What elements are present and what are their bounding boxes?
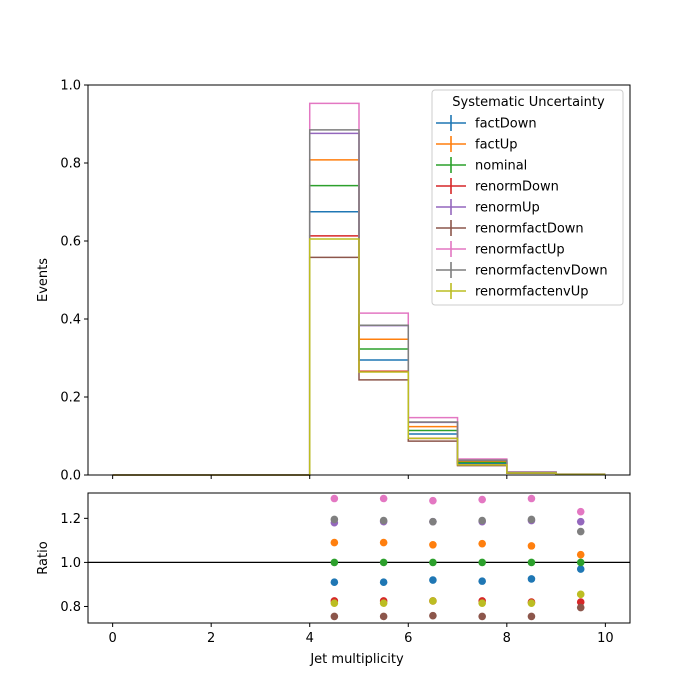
ratio-point-renormfactenvDown (379, 516, 388, 525)
ratio-point-factUp (527, 542, 536, 550)
ratio-point-renormfactenvUp (527, 599, 536, 607)
ratio-point-renormfactenvUp (379, 599, 388, 607)
top-y-tick-label: 1.0 (60, 79, 81, 94)
ratio-point-renormDown (576, 598, 585, 606)
ratio-point-renormfactUp (576, 507, 585, 516)
ratio-point-renormfactUp (429, 496, 437, 505)
ratio-panel-frame (87, 492, 631, 624)
ratio-point-renormUp (576, 517, 585, 526)
legend-entry-renormfactenvDown: renormfactenvDown (475, 264, 608, 279)
ratio-point-nominal (330, 558, 339, 567)
ratio-point-renormfactenvDown (478, 516, 486, 525)
legend-title: Systematic Uncertainty (452, 95, 605, 110)
ratio-y-tick-label: 1.0 (60, 556, 81, 571)
ratio-point-factUp (330, 538, 339, 547)
ratio-y-tick-label: 1.2 (60, 512, 81, 527)
legend-entry-renormUp: renormUp (475, 201, 540, 216)
ratio-point-nominal (576, 558, 585, 567)
ratio-point-factUp (429, 540, 437, 549)
ratio-point-nominal (379, 558, 388, 567)
x-tick-label: 2 (207, 631, 215, 646)
ratio-point-renormfactenvDown (330, 515, 339, 524)
ratio-point-factUp (478, 539, 486, 548)
ratio-y-tick-label: 0.8 (60, 600, 81, 615)
legend-box (431, 89, 624, 306)
ratio-point-renormfactDown (429, 611, 437, 620)
ratio-point-factUp (379, 538, 388, 547)
ratio-point-renormfactenvDown (429, 517, 437, 526)
ratio-point-renormfactDown (527, 612, 536, 621)
legend-entry-factDown: factDown (475, 117, 537, 132)
ratio-point-factDown (429, 576, 437, 584)
ratio-point-nominal (527, 558, 536, 567)
top-y-tick-label: 0.2 (60, 391, 81, 406)
x-tick-label: 6 (404, 631, 412, 646)
legend-entry-factUp: factUp (475, 138, 518, 153)
ratio-point-renormfactenvUp (576, 590, 585, 599)
legend-entry-nominal: nominal (475, 159, 527, 174)
ratio-point-renormfactUp (478, 495, 486, 504)
ratio-point-renormfactDown (379, 612, 388, 621)
legend-entry-renormfactUp: renormfactUp (475, 243, 565, 258)
ratio-point-factDown (330, 578, 339, 587)
legend-entry-renormfactenvUp: renormfactenvUp (475, 285, 589, 300)
ratio-point-nominal (429, 558, 437, 567)
top-y-tick-label: 0.8 (60, 157, 81, 172)
legend: Systematic Uncertainty factDown factUp nomi… (431, 89, 624, 306)
x-tick-label: 0 (108, 631, 116, 646)
ratio-point-renormfactenvDown (527, 515, 536, 524)
top-y-tick-label: 0.0 (60, 469, 81, 484)
ratio-point-renormfactenvUp (429, 597, 437, 605)
legend-entry-renormfactDown: renormfactDown (475, 222, 584, 237)
ratio-panel: 0 2 4 6 8 10 0.8 1.0 1.2 (60, 492, 631, 646)
ratio-point-factUp (576, 550, 585, 559)
top-panel-frame (87, 84, 631, 476)
x-tick-label: 4 (306, 631, 314, 646)
legend-entry-renormDown: renormDown (475, 180, 559, 195)
ratio-point-renormfactUp (527, 494, 536, 503)
x-axis-label: Jet multiplicity (309, 652, 404, 667)
ratio-point-factDown (576, 565, 585, 573)
ratio-point-renormfactDown (478, 612, 486, 621)
x-tick-label: 10 (597, 631, 614, 646)
ratio-point-renormfactenvUp (478, 599, 486, 607)
x-tick-label: 8 (503, 631, 511, 646)
ratio-point-renormfactDown (576, 603, 585, 612)
ratio-point-renormfactDown (330, 612, 339, 621)
ratio-point-renormfactUp (379, 494, 388, 503)
ratio-point-renormfactenvUp (330, 599, 339, 607)
ratio-point-factDown (478, 577, 486, 585)
ratio-point-nominal (478, 558, 486, 567)
top-panel: 0.0 0.2 0.4 0.6 0.8 1.0 (60, 79, 631, 484)
ratio-point-renormfactenvDown (576, 527, 585, 536)
ratio-y-axis-label: Ratio (36, 541, 51, 574)
ratio-point-factDown (379, 578, 388, 587)
ratio-point-renormfactUp (330, 494, 339, 503)
top-y-tick-label: 0.4 (60, 313, 81, 328)
top-y-tick-label: 0.6 (60, 235, 81, 250)
top-y-axis-label: Events (36, 258, 51, 302)
ratio-point-factDown (527, 575, 536, 583)
